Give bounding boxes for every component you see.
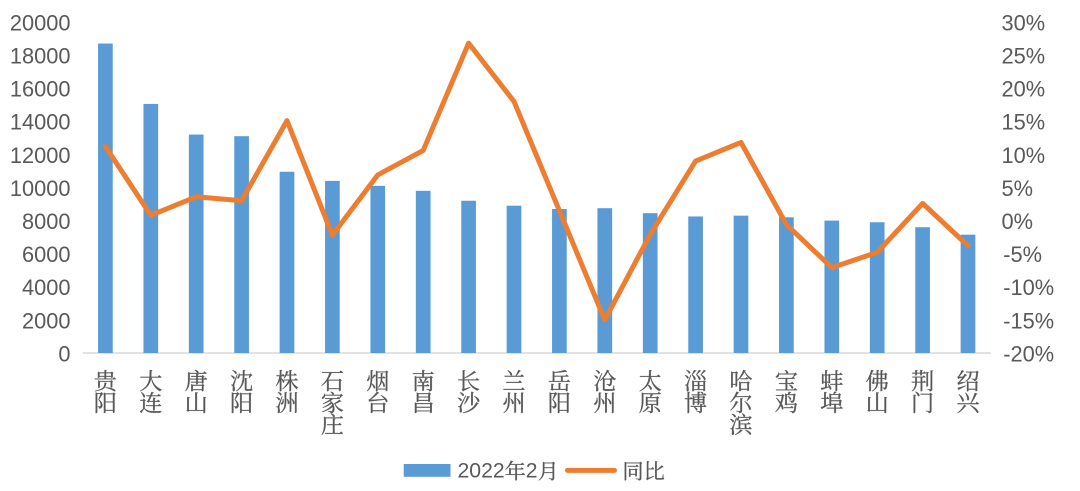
svg-text:-10%: -10%: [1003, 275, 1054, 300]
svg-text:8000: 8000: [22, 209, 71, 234]
svg-text:15%: 15%: [1002, 110, 1046, 135]
svg-text:6000: 6000: [22, 242, 71, 267]
svg-text:12000: 12000: [10, 143, 71, 168]
svg-text:5%: 5%: [1002, 176, 1034, 201]
svg-text:-5%: -5%: [1003, 242, 1042, 267]
svg-text:2000: 2000: [22, 308, 71, 333]
svg-text:20%: 20%: [1002, 77, 1046, 102]
svg-text:-20%: -20%: [1003, 341, 1054, 366]
svg-text:14000: 14000: [10, 110, 71, 135]
svg-text:0%: 0%: [1002, 209, 1034, 234]
svg-text:10000: 10000: [10, 176, 71, 201]
svg-text:16000: 16000: [10, 77, 71, 102]
svg-text:20000: 20000: [10, 10, 71, 35]
svg-text:2022: 2022: [458, 460, 505, 483]
svg-text:4000: 4000: [22, 275, 71, 300]
svg-text:30%: 30%: [1002, 10, 1046, 35]
svg-text:10%: 10%: [1002, 143, 1046, 168]
svg-text:-15%: -15%: [1003, 308, 1054, 333]
svg-text:18000: 18000: [10, 43, 71, 68]
svg-text:25%: 25%: [1002, 43, 1046, 68]
svg-text:2: 2: [526, 460, 538, 483]
svg-text:0: 0: [58, 341, 70, 366]
